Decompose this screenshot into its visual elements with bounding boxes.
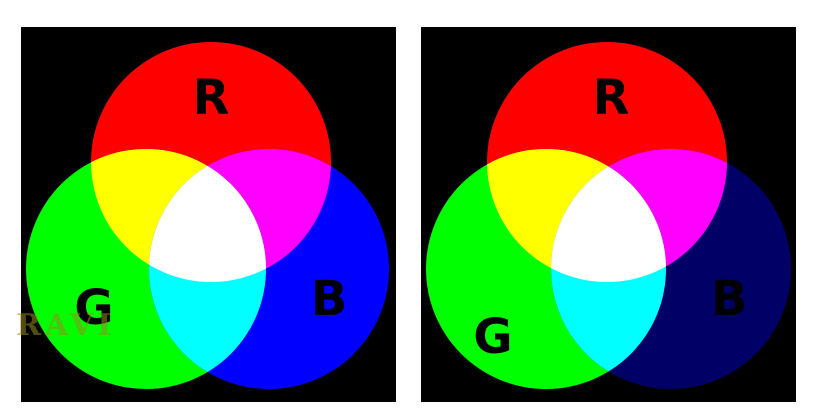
red-label: R bbox=[193, 70, 230, 126]
green-label: G bbox=[74, 280, 113, 336]
blue-label: B bbox=[711, 271, 748, 327]
rgb-diagram-right: R G B bbox=[421, 27, 796, 402]
green-label: G bbox=[473, 309, 512, 365]
center-overlap bbox=[149, 149, 266, 282]
rgb-diagram-left: R G B bbox=[21, 27, 396, 402]
red-label: R bbox=[593, 70, 630, 126]
center-overlap bbox=[551, 149, 666, 282]
venn-svg-left: R G B bbox=[26, 42, 389, 389]
venn-svg-right: R G B bbox=[426, 42, 791, 389]
blue-label: B bbox=[311, 271, 348, 327]
